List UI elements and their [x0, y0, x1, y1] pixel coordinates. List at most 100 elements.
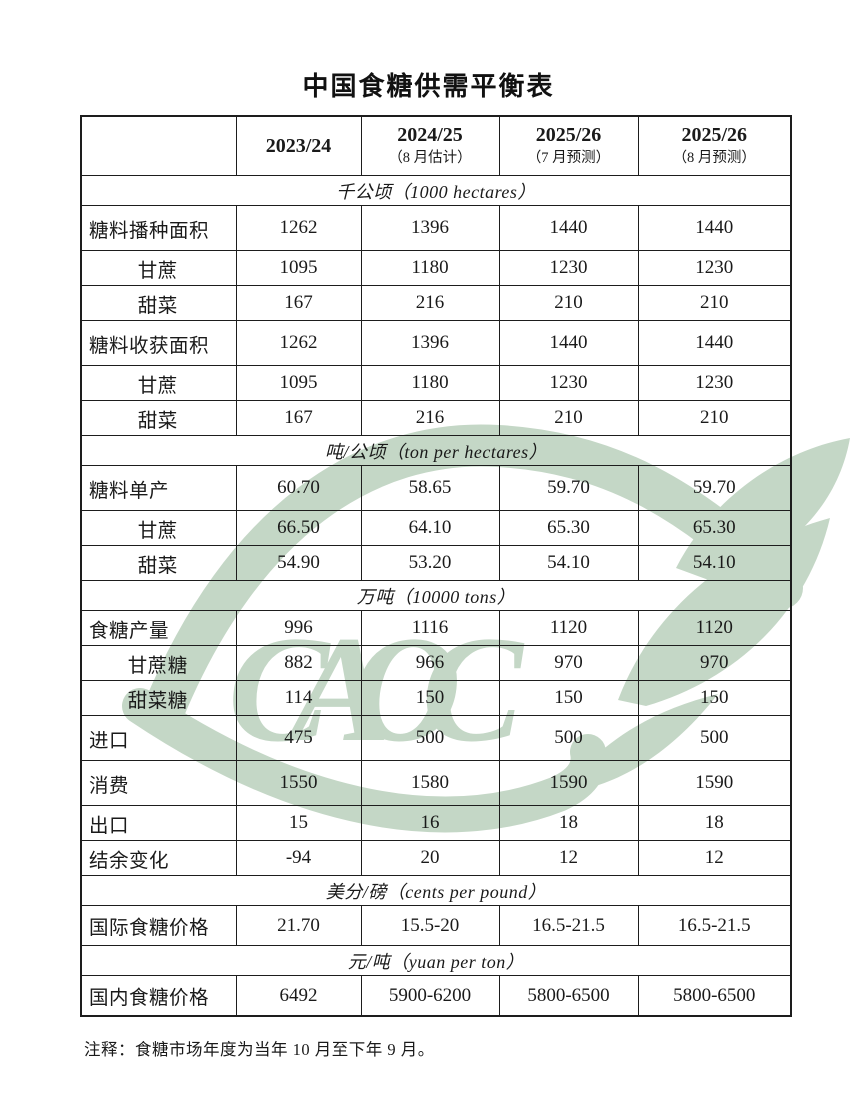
row-harvested-area: 糖料收获面积 1262 1396 1440 1440 — [80, 320, 792, 366]
cell-value: 1262 — [235, 320, 362, 366]
table-header-row: 2023/24 2024/25 （8 月估计） 2025/26 （7 月预测） … — [80, 115, 792, 176]
row-intl-sugar-price: 国际食糖价格 21.70 15.5-20 16.5-21.5 16.5-21.5 — [80, 905, 792, 946]
section-10000-tons: 万吨（10000 tons） — [80, 580, 792, 611]
section-label: 元/吨（yuan per ton） — [80, 945, 792, 976]
cell-value: 5800-6500 — [637, 975, 792, 1017]
row-label: 甜菜 — [80, 285, 237, 321]
cell-value: 882 — [235, 645, 362, 681]
row-label: 甜菜糖 — [80, 680, 237, 716]
cell-value: 65.30 — [637, 510, 792, 546]
cell-value: 12 — [637, 840, 792, 876]
cell-value: 66.50 — [235, 510, 362, 546]
cell-value: 1180 — [360, 365, 500, 401]
cell-value: 12 — [498, 840, 639, 876]
cell-value: 1440 — [498, 320, 639, 366]
cell-value: 16.5-21.5 — [637, 905, 792, 946]
cell-value: -94 — [235, 840, 362, 876]
section-label: 千公顷（1000 hectares） — [80, 175, 792, 206]
cell-value: 1230 — [498, 365, 639, 401]
cell-value: 5800-6500 — [498, 975, 639, 1017]
cell-value: 1120 — [498, 610, 639, 646]
row-label: 甘蔗 — [80, 365, 237, 401]
cell-value: 58.65 — [360, 465, 500, 511]
cell-value: 970 — [637, 645, 792, 681]
cell-value: 21.70 — [235, 905, 362, 946]
cell-value: 114 — [235, 680, 362, 716]
cell-value: 20 — [360, 840, 500, 876]
cell-value: 18 — [637, 805, 792, 841]
cell-value: 500 — [498, 715, 639, 761]
row-label: 结余变化 — [80, 840, 237, 876]
cell-value: 1440 — [498, 205, 639, 251]
row-label: 甘蔗 — [80, 250, 237, 286]
row-beet-sugar: 甜菜糖 114 150 150 150 — [80, 680, 792, 716]
cell-value: 167 — [235, 285, 362, 321]
cell-value: 210 — [637, 285, 792, 321]
cell-value: 210 — [498, 400, 639, 436]
header-subnote: （8 月估计） — [388, 150, 472, 167]
cell-value: 1120 — [637, 610, 792, 646]
cell-value: 1095 — [235, 250, 362, 286]
cell-value: 15 — [235, 805, 362, 841]
cell-value: 1116 — [360, 610, 500, 646]
row-exports: 出口 15 16 18 18 — [80, 805, 792, 841]
cell-value: 65.30 — [498, 510, 639, 546]
row-label: 糖料播种面积 — [80, 205, 237, 251]
row-label: 糖料收获面积 — [80, 320, 237, 366]
header-col-2025-26-aug: 2025/26 （8 月预测） — [637, 115, 792, 176]
cell-value: 1230 — [637, 365, 792, 401]
row-cane-sugar: 甘蔗糖 882 966 970 970 — [80, 645, 792, 681]
cell-value: 6492 — [235, 975, 362, 1017]
cell-value: 54.10 — [498, 545, 639, 581]
cell-value: 216 — [360, 400, 500, 436]
row-label: 糖料单产 — [80, 465, 237, 511]
row-label: 甘蔗 — [80, 510, 237, 546]
cell-value: 1095 — [235, 365, 362, 401]
cell-value: 64.10 — [360, 510, 500, 546]
cell-value: 1440 — [637, 205, 792, 251]
cell-value: 966 — [360, 645, 500, 681]
cell-value: 1396 — [360, 205, 500, 251]
cell-value: 1262 — [235, 205, 362, 251]
row-label: 食糖产量 — [80, 610, 237, 646]
cell-value: 150 — [498, 680, 639, 716]
cell-value: 1590 — [637, 760, 792, 806]
row-label: 出口 — [80, 805, 237, 841]
footnote: 注释：食糖市场年度为当年 10 月至下年 9 月。 — [84, 1040, 435, 1059]
row-balance-change: 结余变化 -94 20 12 12 — [80, 840, 792, 876]
header-subnote: （7 月预测） — [526, 150, 611, 167]
cell-value: 59.70 — [637, 465, 792, 511]
header-year: 2025/26 — [681, 124, 748, 147]
row-sugarbeet-harvested: 甜菜 167 216 210 210 — [80, 400, 792, 436]
cell-value: 1180 — [360, 250, 500, 286]
cell-value: 210 — [637, 400, 792, 436]
section-yuan-per-ton: 元/吨（yuan per ton） — [80, 945, 792, 976]
cell-value: 54.10 — [637, 545, 792, 581]
cell-value: 970 — [498, 645, 639, 681]
row-label: 进口 — [80, 715, 237, 761]
row-sugarbeet-sown: 甜菜 167 216 210 210 — [80, 285, 792, 321]
row-label: 甘蔗糖 — [80, 645, 237, 681]
row-yield: 糖料单产 60.70 58.65 59.70 59.70 — [80, 465, 792, 511]
row-label: 国际食糖价格 — [80, 905, 237, 946]
cell-value: 1550 — [235, 760, 362, 806]
row-label: 甜菜 — [80, 545, 237, 581]
cell-value: 150 — [360, 680, 500, 716]
section-label: 万吨（10000 tons） — [80, 580, 792, 611]
section-label: 吨/公顷（ton per hectares） — [80, 435, 792, 466]
cell-value: 1590 — [498, 760, 639, 806]
cell-value: 18 — [498, 805, 639, 841]
header-year: 2025/26 — [535, 124, 602, 147]
row-label: 国内食糖价格 — [80, 975, 237, 1017]
header-subnote: （8 月预测） — [672, 150, 756, 167]
cell-value: 60.70 — [235, 465, 362, 511]
row-imports: 进口 475 500 500 500 — [80, 715, 792, 761]
header-empty-cell — [80, 115, 237, 176]
row-sugarcane-yield: 甘蔗 66.50 64.10 65.30 65.30 — [80, 510, 792, 546]
cell-value: 53.20 — [360, 545, 500, 581]
header-col-2025-26-jul: 2025/26 （7 月预测） — [498, 115, 639, 176]
row-label: 消费 — [80, 760, 237, 806]
header-year: 2024/25 — [397, 124, 463, 147]
section-1000-hectares: 千公顷（1000 hectares） — [80, 175, 792, 206]
